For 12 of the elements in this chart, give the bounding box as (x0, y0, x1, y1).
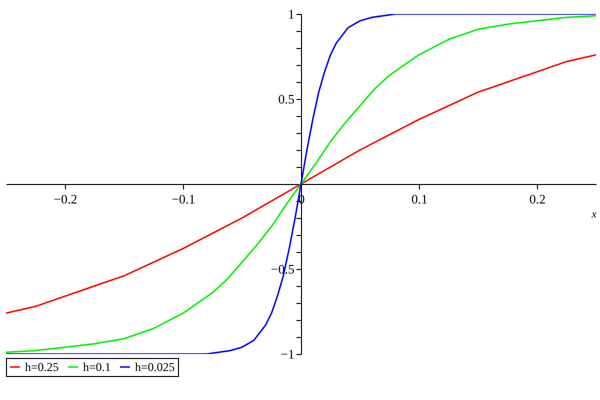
y-tick-label: 0.5 (278, 92, 294, 106)
y-tick-label: −1 (280, 346, 294, 362)
legend-label: h=0.025 (135, 360, 175, 374)
line-series (6, 54, 596, 314)
legend-label: h=0.1 (83, 360, 111, 374)
x-tick-label: 0.2 (529, 192, 546, 206)
x-tick-label: 0.1 (411, 192, 428, 206)
x-tick-label: −0.2 (54, 192, 78, 206)
legend-label: h=0.25 (25, 360, 59, 374)
x-tick-label: −0.1 (172, 192, 196, 206)
x-axis-title: x (590, 208, 597, 220)
y-tick-label: 1 (288, 6, 294, 22)
